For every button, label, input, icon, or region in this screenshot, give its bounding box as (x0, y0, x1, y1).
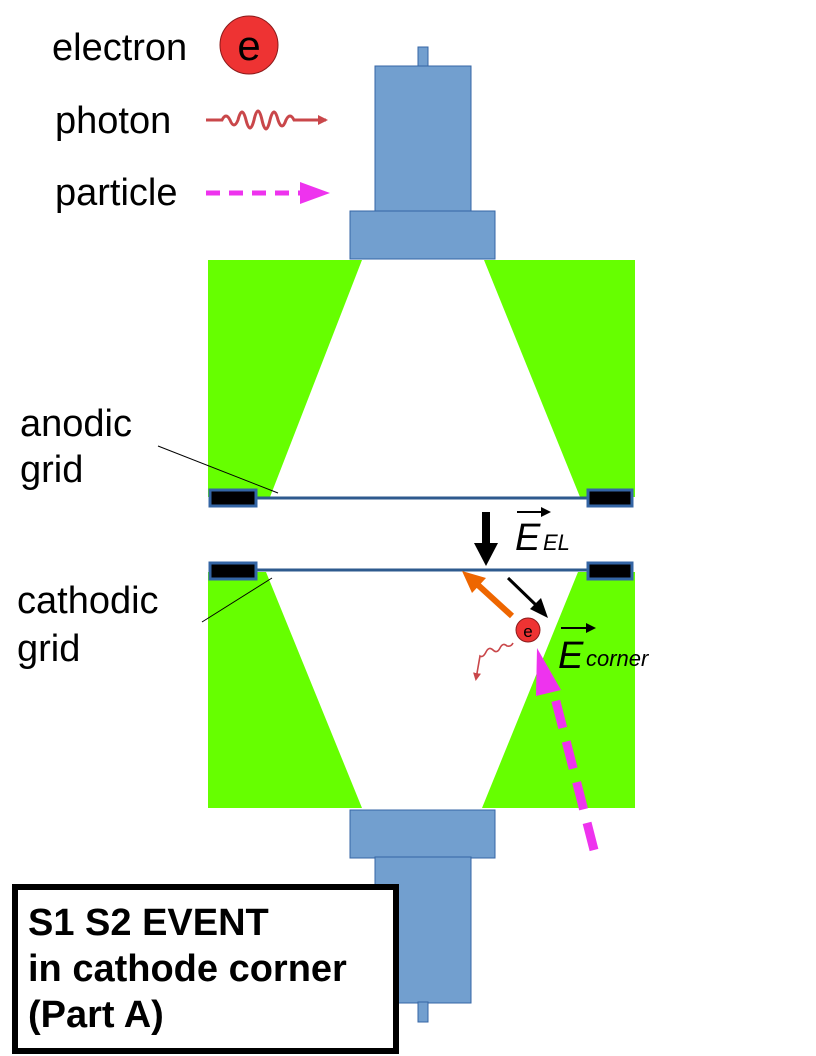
legend-particle-label: particle (55, 172, 178, 214)
e-corner-subscript: corner (586, 646, 650, 671)
particle-arrowhead (536, 648, 561, 696)
top-pmt-base (349, 210, 496, 260)
top-pmt-pin (417, 46, 429, 68)
e-el-symbol: E (515, 517, 541, 559)
legend-electron-icon (219, 15, 279, 75)
top-pmt (349, 46, 496, 260)
e-corner-vector-head (586, 623, 596, 633)
anodic-grid-label-line2: grid (20, 449, 83, 491)
emitted-photon-icon (473, 642, 514, 681)
e-el-arrow (474, 512, 498, 566)
legend-electron-label: electron (52, 27, 187, 69)
top-pmt-body (374, 65, 472, 213)
bottom-pmt-pin (417, 1001, 429, 1023)
upper-right-insulator (484, 260, 635, 497)
cathodic-grid-label-line2: grid (17, 628, 80, 670)
anodic-grid-leader (157, 445, 279, 494)
legend-photon-label: photon (55, 100, 171, 142)
title-line-3: (Part A) (28, 994, 164, 1036)
cathodic-grid-frame-right (586, 561, 634, 581)
cathodic-grid-label-line1: cathodic (17, 580, 159, 622)
event-electron (515, 617, 541, 643)
particle-track (547, 684, 599, 852)
e-corner-arrow (506, 576, 548, 618)
anodic-grid-frame-right (586, 488, 634, 508)
cathodic-grid-frame-left (208, 561, 258, 581)
upper-left-insulator (208, 260, 362, 497)
title-line-2: in cathode corner (28, 948, 347, 990)
lower-left-insulator (208, 572, 362, 808)
e-corner-label: E corner (558, 623, 650, 677)
bottom-pmt-base (349, 809, 496, 859)
anodic-grid (208, 488, 634, 508)
e-el-label: E EL (515, 507, 570, 559)
title-box: S1 S2 EVENT in cathode corner (Part A) (12, 884, 399, 1054)
event-electron-symbol: e (523, 622, 532, 641)
e-el-subscript: EL (543, 530, 570, 555)
electron-drift-arrow (462, 571, 515, 619)
anodic-grid-label-line1: anodic (20, 403, 132, 445)
e-el-vector-head (541, 507, 551, 517)
legend-particle-arrowhead (300, 182, 330, 204)
bottom-pmt (349, 809, 496, 1023)
e-corner-symbol: E (558, 635, 584, 677)
legend-photon-icon (206, 109, 328, 131)
legend-electron-symbol: e (237, 22, 260, 69)
anodic-grid-frame-left (208, 488, 258, 508)
cathodic-grid-leader (201, 577, 273, 623)
title-line-1: S1 S2 EVENT (28, 902, 269, 944)
cathodic-grid (208, 561, 634, 581)
